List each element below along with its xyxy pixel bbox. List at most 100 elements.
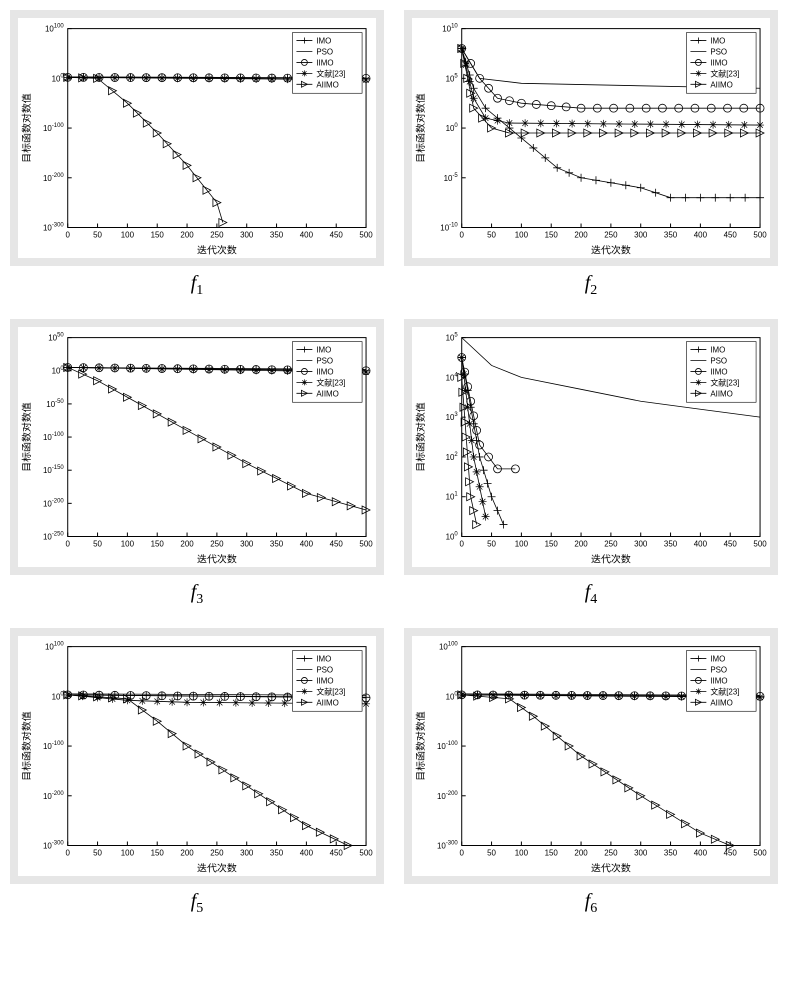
- panel-3: 0501001502002503003504004505001001011021…: [404, 319, 778, 608]
- svg-text:50: 50: [487, 539, 496, 548]
- plot-frame: 05010015020025030035040045050010-1010-51…: [404, 10, 778, 266]
- svg-text:文献[23]: 文献[23]: [710, 377, 739, 387]
- svg-text:1050: 1050: [48, 333, 64, 343]
- plot-frame: 05010015020025030035040045050010-30010-2…: [10, 628, 384, 884]
- svg-text:PSO: PSO: [316, 665, 333, 674]
- svg-text:目标函数对数值: 目标函数对数值: [414, 93, 427, 163]
- svg-text:PSO: PSO: [710, 356, 727, 365]
- svg-text:100: 100: [446, 691, 459, 701]
- plot-area: 05010015020025030035040045050010-30010-2…: [412, 636, 770, 876]
- svg-text:250: 250: [210, 848, 224, 857]
- svg-text:500: 500: [753, 230, 767, 239]
- svg-text:50: 50: [93, 848, 102, 857]
- svg-text:10-10: 10-10: [440, 223, 458, 233]
- svg-text:迭代次数: 迭代次数: [591, 861, 631, 874]
- svg-text:500: 500: [359, 848, 373, 857]
- svg-text:100: 100: [515, 539, 529, 548]
- svg-text:250: 250: [604, 539, 618, 548]
- svg-text:450: 450: [724, 230, 738, 239]
- svg-text:250: 250: [604, 848, 618, 857]
- panel-caption: f1: [191, 272, 204, 299]
- svg-text:300: 300: [240, 539, 254, 548]
- svg-text:IIMO: IIMO: [710, 676, 727, 685]
- plot-area: 0501001502002503003504004505001001011021…: [412, 327, 770, 567]
- svg-text:0: 0: [460, 539, 465, 548]
- svg-text:400: 400: [694, 848, 708, 857]
- svg-text:目标函数对数值: 目标函数对数值: [20, 402, 33, 472]
- svg-text:10-200: 10-200: [43, 173, 64, 183]
- svg-text:200: 200: [574, 230, 588, 239]
- svg-text:500: 500: [359, 230, 373, 239]
- svg-text:200: 200: [180, 230, 194, 239]
- svg-text:迭代次数: 迭代次数: [197, 243, 237, 256]
- svg-text:IMO: IMO: [710, 37, 725, 46]
- svg-text:100: 100: [515, 848, 529, 857]
- svg-text:200: 200: [180, 848, 194, 857]
- svg-text:10100: 10100: [45, 24, 64, 34]
- svg-text:50: 50: [93, 230, 102, 239]
- svg-text:IMO: IMO: [316, 346, 331, 355]
- svg-text:迭代次数: 迭代次数: [197, 552, 237, 565]
- plot-area: 05010015020025030035040045050010-30010-2…: [18, 636, 376, 876]
- svg-text:IMO: IMO: [316, 37, 331, 46]
- svg-text:450: 450: [724, 539, 738, 548]
- svg-text:100: 100: [121, 230, 135, 239]
- svg-text:AIIMO: AIIMO: [710, 80, 733, 89]
- svg-text:400: 400: [694, 539, 708, 548]
- panel-caption: f6: [585, 890, 598, 917]
- svg-text:IIMO: IIMO: [710, 367, 727, 376]
- plot-area: 05010015020025030035040045050010-1010-51…: [412, 18, 770, 258]
- chart-grid: 05010015020025030035040045050010-30010-2…: [10, 10, 778, 917]
- svg-text:350: 350: [270, 848, 284, 857]
- svg-text:10-50: 10-50: [46, 399, 64, 409]
- svg-text:400: 400: [300, 230, 314, 239]
- panel-caption: f2: [585, 272, 598, 299]
- svg-text:400: 400: [300, 848, 314, 857]
- svg-text:IIMO: IIMO: [316, 58, 333, 67]
- svg-text:100: 100: [52, 691, 65, 701]
- svg-text:350: 350: [270, 539, 284, 548]
- svg-text:IIMO: IIMO: [316, 367, 333, 376]
- panel-1: 05010015020025030035040045050010-1010-51…: [404, 10, 778, 299]
- plot-area: 05010015020025030035040045050010-25010-2…: [18, 327, 376, 567]
- svg-text:250: 250: [210, 230, 224, 239]
- svg-text:迭代次数: 迭代次数: [197, 861, 237, 874]
- svg-text:目标函数对数值: 目标函数对数值: [414, 402, 427, 472]
- svg-text:0: 0: [66, 230, 71, 239]
- svg-text:目标函数对数值: 目标函数对数值: [20, 711, 33, 781]
- panel-0: 05010015020025030035040045050010-30010-2…: [10, 10, 384, 299]
- svg-text:10-5: 10-5: [444, 173, 459, 183]
- svg-text:350: 350: [664, 848, 678, 857]
- svg-text:300: 300: [634, 230, 648, 239]
- svg-text:50: 50: [93, 539, 102, 548]
- svg-text:105: 105: [446, 73, 459, 83]
- svg-text:250: 250: [604, 230, 618, 239]
- svg-text:10-300: 10-300: [43, 223, 64, 233]
- svg-text:300: 300: [634, 539, 648, 548]
- svg-text:500: 500: [753, 539, 767, 548]
- svg-text:10-200: 10-200: [437, 791, 458, 801]
- svg-text:IMO: IMO: [710, 346, 725, 355]
- svg-text:101: 101: [446, 492, 459, 502]
- svg-text:104: 104: [446, 372, 459, 382]
- svg-text:0: 0: [66, 539, 71, 548]
- svg-text:10-100: 10-100: [43, 123, 64, 133]
- svg-text:IIMO: IIMO: [710, 58, 727, 67]
- svg-text:450: 450: [724, 848, 738, 857]
- svg-text:AIIMO: AIIMO: [710, 698, 733, 707]
- svg-text:300: 300: [634, 848, 648, 857]
- svg-text:350: 350: [270, 230, 284, 239]
- svg-text:PSO: PSO: [710, 665, 727, 674]
- svg-text:AIIMO: AIIMO: [316, 80, 339, 89]
- svg-text:100: 100: [446, 123, 459, 133]
- svg-text:150: 150: [545, 230, 559, 239]
- svg-text:150: 150: [151, 539, 165, 548]
- svg-text:文献[23]: 文献[23]: [316, 686, 345, 696]
- svg-text:150: 150: [545, 848, 559, 857]
- svg-text:PSO: PSO: [316, 356, 333, 365]
- plot-frame: 05010015020025030035040045050010-30010-2…: [404, 628, 778, 884]
- svg-text:500: 500: [359, 539, 373, 548]
- panel-5: 05010015020025030035040045050010-30010-2…: [404, 628, 778, 917]
- svg-text:10-300: 10-300: [43, 841, 64, 851]
- svg-text:10-100: 10-100: [43, 741, 64, 751]
